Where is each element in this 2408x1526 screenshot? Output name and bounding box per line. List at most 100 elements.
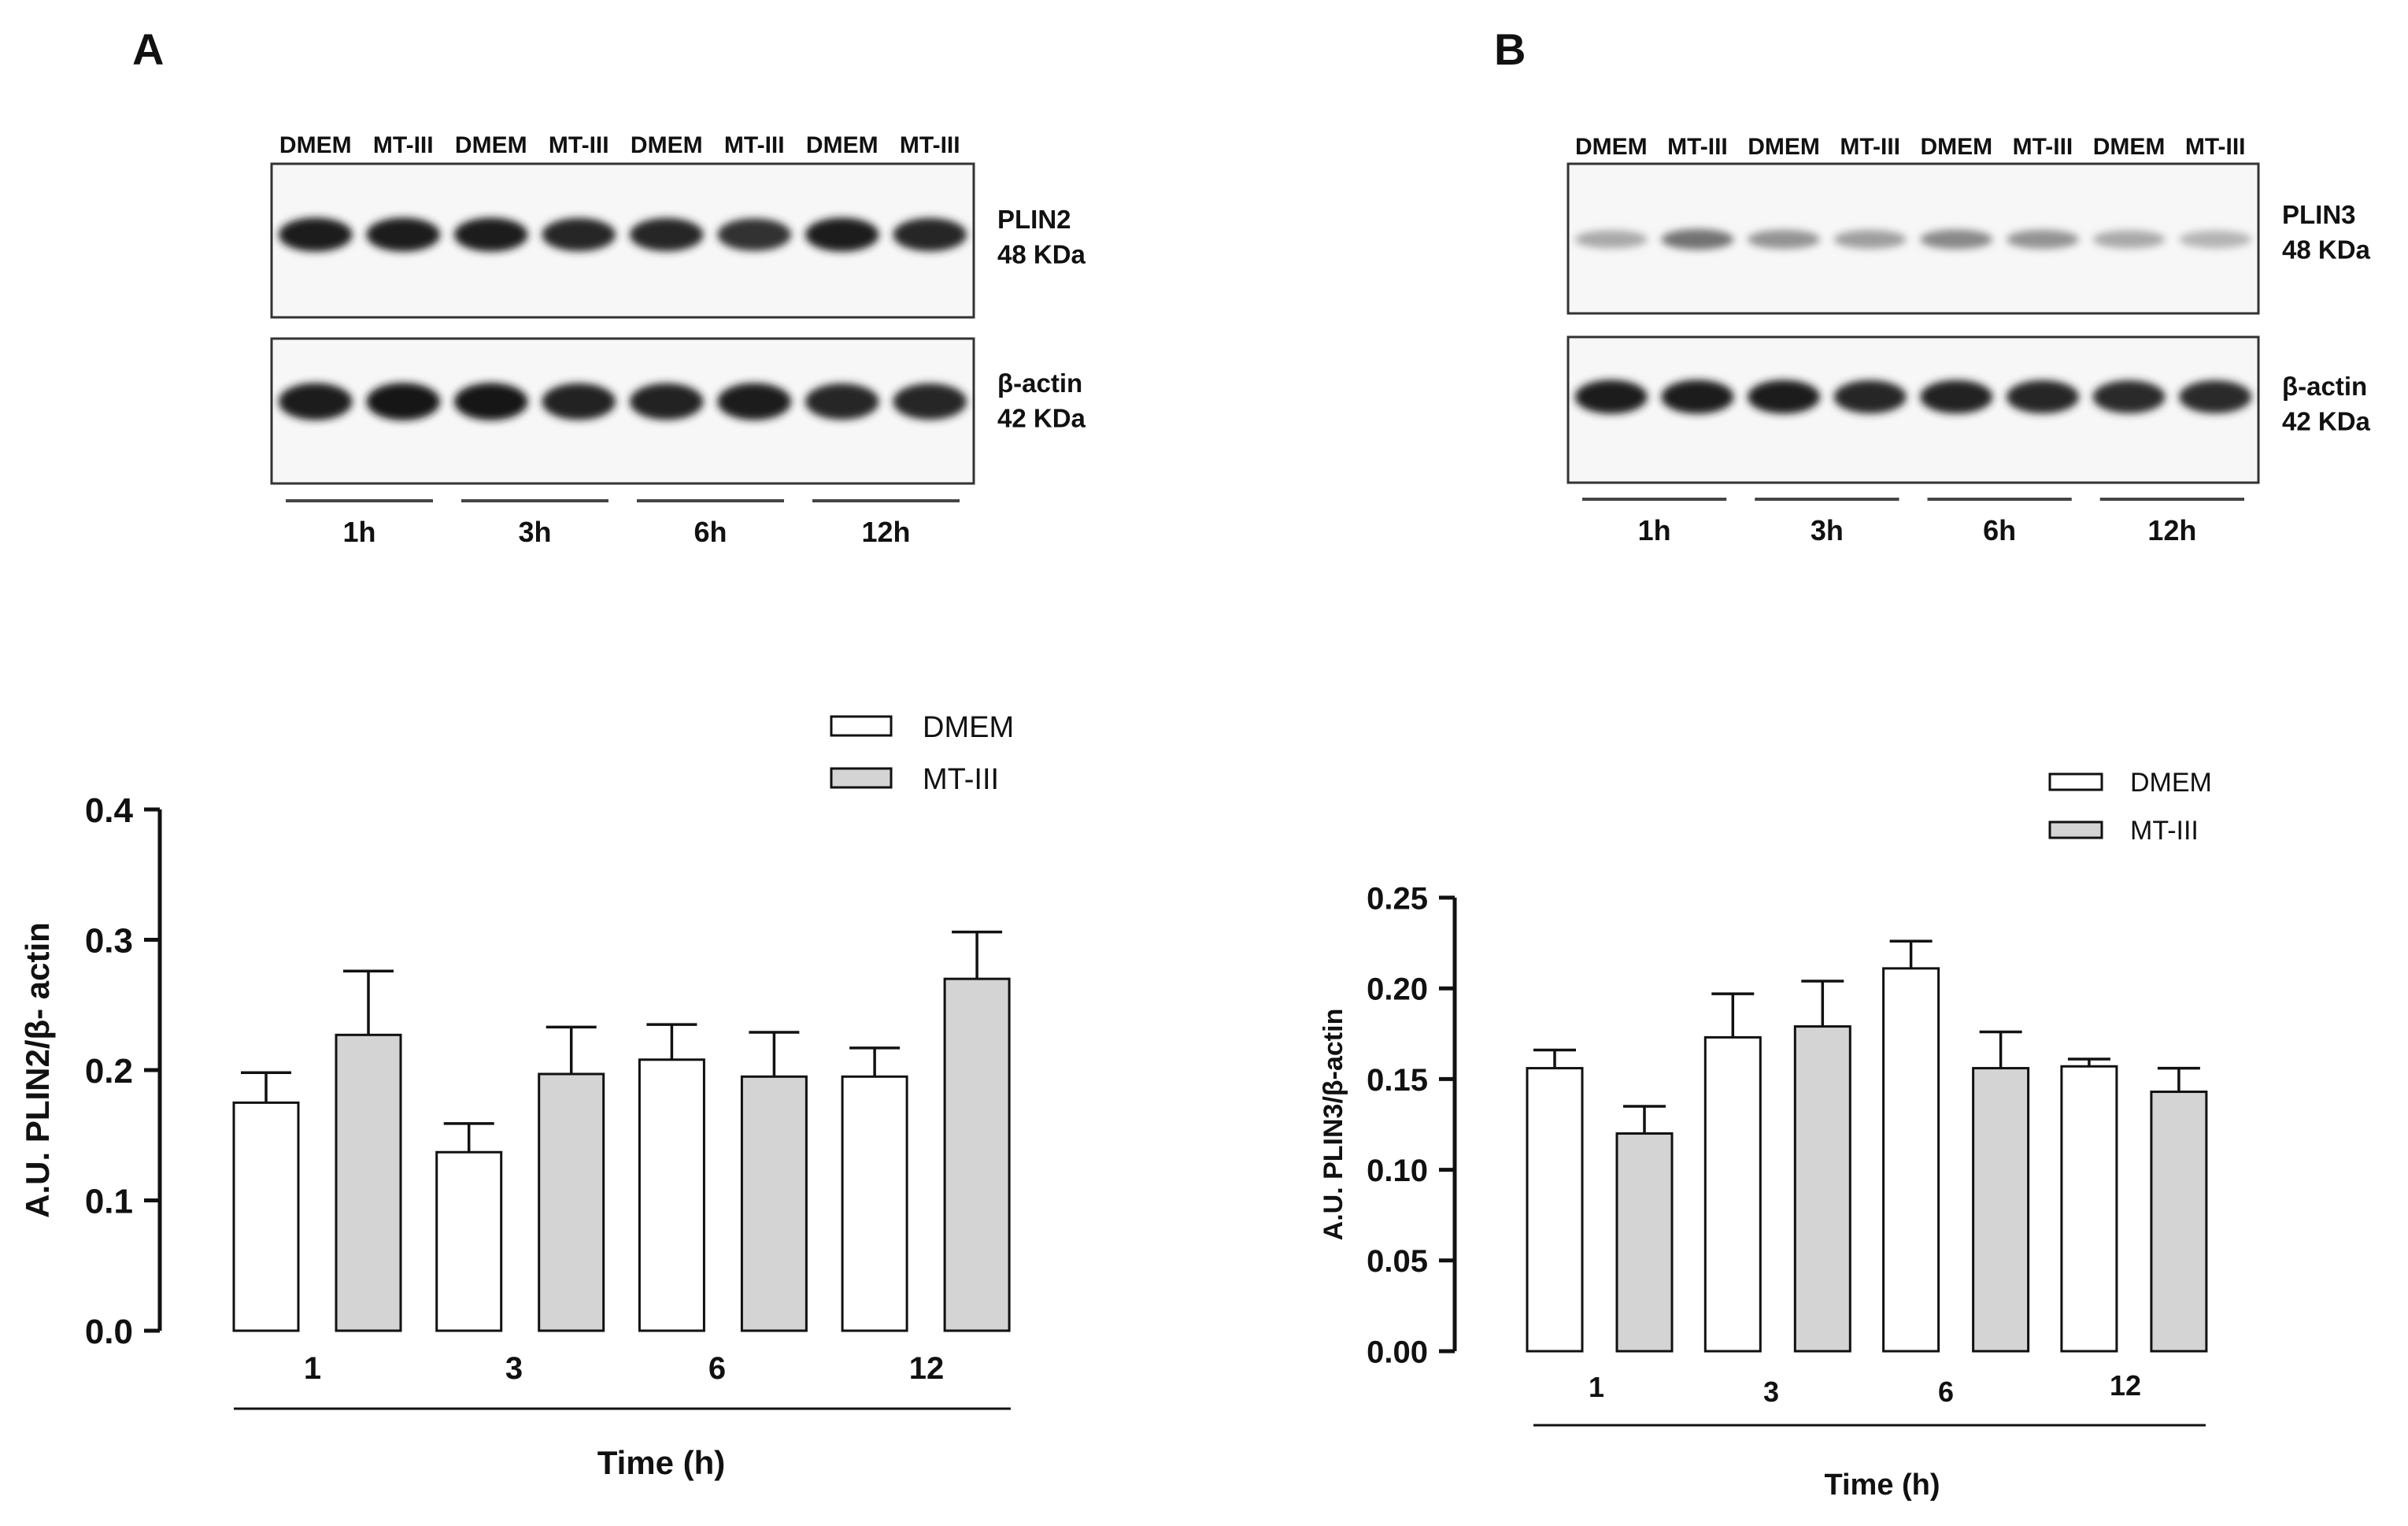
- protein-band: [1661, 380, 1734, 414]
- x-category-label: 6: [1938, 1376, 1954, 1408]
- protein-band: [1748, 380, 1821, 414]
- legend-swatch-mt3: [830, 767, 893, 789]
- lane-label: DMEM: [2093, 134, 2166, 160]
- legend-swatch-dmem: [830, 715, 893, 737]
- bar-mt3: [1615, 1132, 1674, 1353]
- protein-band: [453, 217, 528, 252]
- x-category-label: 6: [708, 1351, 726, 1386]
- y-tick-label: 0.1: [85, 1182, 133, 1220]
- time-label: 12h: [2147, 514, 2196, 546]
- western-blot-b: DMEM MT-III DMEM MT-III DMEM MT-III DMEM MT-III…: [1566, 134, 2371, 546]
- protein-band: [717, 218, 792, 251]
- time-label: 6h: [1983, 514, 2016, 546]
- x-category-label: 1: [304, 1351, 321, 1386]
- y-tick-label: 0.00: [1367, 1335, 1428, 1369]
- legend-left: DMEM MT-III: [830, 711, 1014, 796]
- protein-band: [1920, 229, 1993, 250]
- bar-chart-plin3: 0.00 0.05 0.10 0.15 0.20 0.25 A.U. PLIN3/β-act…: [1319, 881, 2208, 1502]
- band-size-label: 48 KDa: [997, 240, 1086, 269]
- legend-label-mt3: MT-III: [2130, 816, 2199, 846]
- bar-mt3: [740, 1075, 808, 1332]
- y-tick-label: 0.0: [85, 1313, 133, 1351]
- x-axis-title: Time (h): [1824, 1469, 1940, 1502]
- protein-band: [805, 383, 879, 420]
- y-tick-label: 0.2: [85, 1052, 133, 1091]
- protein-band: [366, 383, 441, 420]
- protein-band: [2006, 380, 2079, 414]
- protein-band: [1574, 230, 1648, 249]
- y-tick-label: 0.4: [85, 791, 134, 830]
- bar-mt3: [1793, 1025, 1851, 1353]
- lane-label: MT-III: [900, 132, 960, 158]
- protein-band: [629, 217, 704, 252]
- bar-mt3: [2150, 1091, 2208, 1353]
- lane-label: DMEM: [1748, 134, 1820, 160]
- bar-mt3: [538, 1072, 605, 1332]
- protein-band: [1833, 230, 1907, 249]
- protein-band: [542, 383, 616, 420]
- band-protein-label: β-actin: [997, 369, 1082, 398]
- bar-dmem: [841, 1075, 908, 1332]
- lane-label: DMEM: [1575, 134, 1648, 160]
- band-protein-label: PLIN2: [997, 205, 1071, 234]
- time-label: 3h: [518, 516, 551, 548]
- bar-dmem: [232, 1101, 300, 1332]
- y-axis-title: A.U. PLIN3/β-actin: [1319, 1009, 1348, 1241]
- blot-membrane: [1566, 335, 2260, 484]
- y-tick-label: 0.05: [1367, 1244, 1428, 1279]
- lane-label: DMEM: [806, 132, 878, 158]
- protein-band: [1920, 380, 1993, 414]
- time-label: 1h: [342, 516, 375, 548]
- protein-band: [805, 217, 879, 252]
- legend-right: DMEM MT-III: [2048, 768, 2212, 846]
- x-category-label: 1: [1589, 1371, 1604, 1403]
- bar-mt3: [1972, 1067, 2030, 1353]
- band-size-label: 48 KDa: [2282, 235, 2371, 265]
- y-axis-title: A.U. PLIN2/β- actin: [19, 922, 56, 1218]
- protein-band: [2179, 230, 2252, 249]
- time-label: 12h: [861, 516, 910, 548]
- protein-band: [2006, 229, 2079, 250]
- lane-label: MT-III: [1667, 134, 1728, 160]
- y-tick-label: 0.10: [1367, 1154, 1428, 1188]
- lane-label: MT-III: [724, 132, 785, 158]
- protein-band: [629, 383, 704, 420]
- lane-label: MT-III: [549, 132, 609, 158]
- bar-mt3: [335, 1033, 402, 1332]
- protein-band: [542, 217, 616, 252]
- bar-dmem: [2060, 1065, 2118, 1353]
- band-size-label: 42 KDa: [2282, 407, 2371, 436]
- protein-band: [278, 217, 353, 252]
- protein-band: [1574, 380, 1648, 414]
- protein-band: [278, 383, 353, 420]
- protein-band: [2179, 380, 2252, 413]
- lane-label: MT-III: [2185, 134, 2246, 160]
- bar-dmem: [1526, 1067, 1584, 1353]
- protein-band: [893, 217, 967, 252]
- time-label: 3h: [1811, 514, 1844, 546]
- bar-dmem: [1882, 967, 1940, 1353]
- legend-label-dmem: DMEM: [2130, 768, 2212, 798]
- legend-label-mt3: MT-III: [923, 763, 999, 796]
- protein-band: [2092, 380, 2166, 413]
- y-tick-label: 0.15: [1367, 1063, 1428, 1098]
- lane-label: MT-III: [2013, 134, 2073, 160]
- legend-swatch-dmem: [2048, 772, 2103, 791]
- protein-band: [2092, 230, 2166, 249]
- legend-swatch-mt3: [2048, 820, 2103, 839]
- x-category-label: 3: [505, 1351, 523, 1386]
- band-size-label: 42 KDa: [997, 404, 1086, 433]
- lane-label: DMEM: [455, 132, 527, 158]
- y-tick-label: 0.3: [85, 921, 133, 960]
- panel-letter-b: B: [1494, 24, 1526, 74]
- western-blot-a: DMEM MT-III DMEM MT-III DMEM MT-III DMEM MT-III…: [270, 132, 1086, 548]
- protein-band: [1833, 380, 1907, 414]
- panel-letter-a: A: [132, 24, 164, 74]
- lane-label: DMEM: [1920, 134, 1992, 160]
- bar-mt3: [943, 977, 1011, 1332]
- bar-dmem: [435, 1150, 503, 1332]
- protein-band: [1748, 229, 1821, 250]
- bar-chart-plin2: 0.0 0.1 0.2 0.3 0.4 A.U. PLIN2/β- actin 1 3 6 12 T…: [19, 791, 1011, 1481]
- protein-band: [366, 217, 441, 252]
- y-tick-label: 0.20: [1367, 972, 1428, 1007]
